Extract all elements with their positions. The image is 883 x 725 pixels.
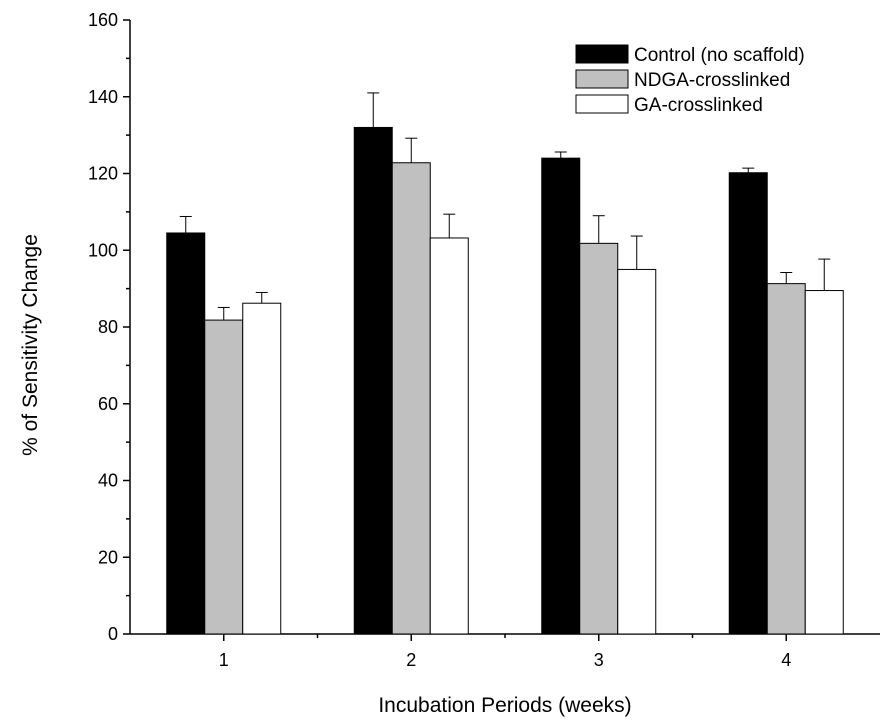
legend: Control (no scaffold) NDGA-crosslinked GA-… (575, 44, 805, 116)
bar (242, 302, 282, 635)
legend-label: Control (no scaffold) (634, 45, 805, 66)
x-axis-title: Incubation Periods (weeks) (378, 694, 631, 717)
x-tick-label: 4 (781, 650, 791, 670)
bar (617, 268, 657, 635)
x-tick-label: 1 (219, 650, 229, 670)
legend-label: GA-crosslinked (634, 95, 763, 116)
y-tick-label: 160 (88, 10, 118, 30)
legend-swatch (575, 94, 629, 114)
y-tick-label: 0 (108, 624, 118, 644)
y-tick-label: 140 (88, 87, 118, 107)
bar (166, 232, 206, 635)
bar (391, 162, 431, 635)
bars (166, 92, 844, 635)
bar (579, 242, 619, 635)
y-tick-label: 120 (88, 164, 118, 184)
bar (766, 283, 806, 635)
bar (728, 172, 768, 635)
x-tick-label: 2 (406, 650, 416, 670)
y-axis-title: % of Sensitivity Change (19, 234, 42, 456)
bar (804, 290, 844, 635)
y-tick-label: 60 (98, 394, 118, 414)
y-tick-label: 40 (98, 471, 118, 491)
y-tick-label: 100 (88, 240, 118, 260)
bar (429, 237, 469, 635)
y-tick-label: 20 (98, 547, 118, 567)
y-tick-label: 80 (98, 317, 118, 337)
legend-label: NDGA-crosslinked (634, 70, 790, 91)
bar (353, 126, 393, 635)
bar (541, 157, 581, 635)
bar (204, 319, 244, 635)
x-tick-label: 3 (594, 650, 604, 670)
legend-swatch (575, 44, 629, 64)
legend-swatch (575, 69, 629, 89)
